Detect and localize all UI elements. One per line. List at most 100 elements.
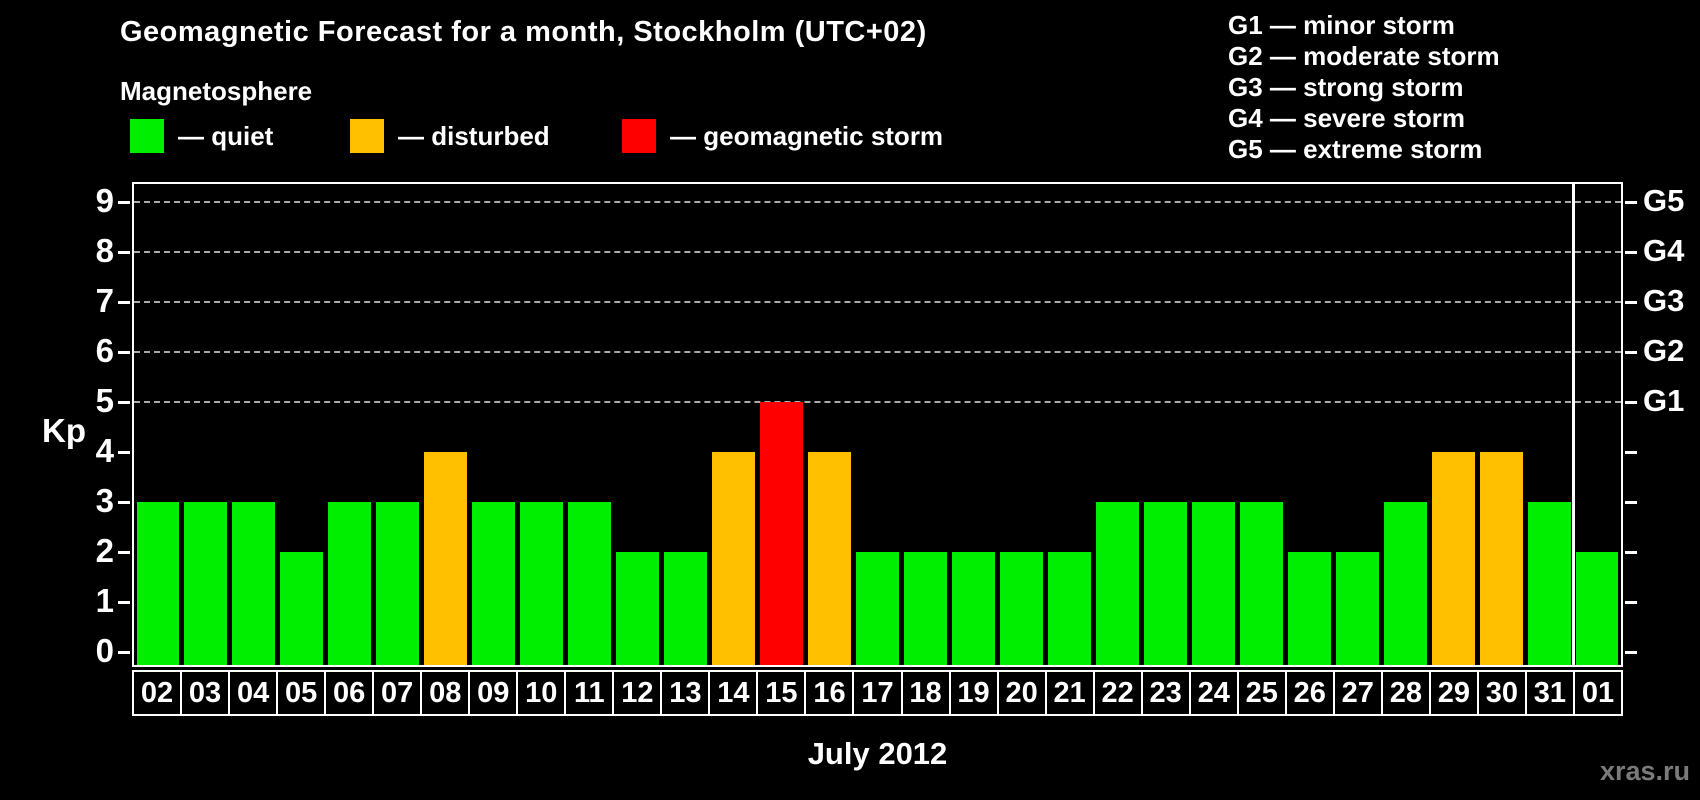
g-axis-label-g1: G1 — [1643, 383, 1685, 418]
day-label-22: 22 — [1092, 670, 1143, 716]
day-label-17: 17 — [852, 670, 903, 716]
y-tick-left-4 — [118, 450, 130, 454]
y-tick-label-1: 1 — [95, 582, 114, 619]
g-axis-label-g3: G3 — [1643, 283, 1685, 318]
day-label-30: 30 — [1476, 670, 1527, 716]
y-tick-label-6: 6 — [95, 332, 114, 369]
g-axis-label-g2: G2 — [1643, 333, 1685, 368]
bar-day-11 — [568, 502, 612, 665]
bar-day-15 — [760, 402, 804, 665]
y-tick-label-3: 3 — [95, 482, 114, 519]
bar-day-28 — [1383, 502, 1427, 665]
day-label-19: 19 — [948, 670, 999, 716]
y-tick-left-9 — [118, 200, 130, 204]
y-tick-right-6 — [1625, 350, 1637, 354]
y-tick-right-2 — [1625, 550, 1637, 554]
gridline-kp5 — [134, 401, 1621, 403]
bar-day-06 — [328, 502, 372, 665]
day-label-06: 06 — [324, 670, 375, 716]
bar-day-07 — [376, 502, 420, 665]
y-tick-label-2: 2 — [95, 532, 114, 569]
bar-day-05 — [280, 552, 324, 665]
y-tick-left-2 — [118, 550, 130, 554]
y-tick-label-8: 8 — [95, 232, 114, 269]
y-tick-right-1 — [1625, 600, 1637, 604]
plot-area: Kp 0 1 2 3 4 5 6 7 8 9 G1 G2 G3 G4 G5 — [42, 182, 1684, 669]
disturbed-color-swatch — [350, 119, 384, 153]
bar-day-18 — [903, 552, 947, 665]
y-tick-left-0 — [118, 650, 130, 654]
g-legend-line-g4: G4 — severe storm — [1228, 103, 1466, 133]
quiet-color-swatch — [130, 119, 164, 153]
bar-day-10 — [520, 502, 564, 665]
day-label-14: 14 — [708, 670, 759, 716]
bar-day-04 — [232, 502, 276, 665]
y-tick-right-9 — [1625, 200, 1637, 204]
day-label-12: 12 — [612, 670, 663, 716]
gridline-kp9 — [134, 201, 1621, 203]
bar-day-16 — [808, 452, 851, 665]
bar-day-13 — [664, 552, 708, 665]
bar-day-22 — [1095, 502, 1139, 665]
y-tick-right-7 — [1625, 300, 1637, 304]
day-label-13: 13 — [660, 670, 711, 716]
day-label-07: 07 — [372, 670, 423, 716]
day-label-09: 09 — [468, 670, 519, 716]
y-tick-right-8 — [1625, 250, 1637, 254]
day-label-25: 25 — [1236, 670, 1287, 716]
legend-item-quiet: — quiet — [130, 119, 273, 153]
day-label-28: 28 — [1380, 670, 1431, 716]
y-tick-right-3 — [1625, 500, 1637, 504]
day-label-05: 05 — [276, 670, 327, 716]
y-tick-left-1 — [118, 600, 130, 604]
bar-day-30 — [1479, 452, 1523, 665]
gridline-kp6 — [134, 351, 1621, 353]
day-label-16: 16 — [804, 670, 855, 716]
bar-day-24 — [1191, 502, 1235, 665]
chart-title: Geomagnetic Forecast for a month, Stockh… — [120, 16, 927, 48]
y-tick-right-4 — [1625, 450, 1637, 454]
g-legend-line-g3: G3 — strong storm — [1228, 72, 1464, 102]
gridline-kp8 — [134, 251, 1621, 253]
day-label-24: 24 — [1188, 670, 1239, 716]
day-label-02: 02 — [132, 670, 183, 716]
day-label-18: 18 — [900, 670, 951, 716]
g-axis-label-g4: G4 — [1643, 233, 1685, 268]
g-axis-label-g5: G5 — [1643, 183, 1685, 218]
month-label: July 2012 — [807, 736, 948, 771]
day-label-26: 26 — [1284, 670, 1335, 716]
month-separator — [1571, 184, 1575, 665]
y-tick-right-5 — [1625, 400, 1637, 404]
legend-item-storm: — geomagnetic storm — [622, 119, 943, 153]
y-tick-label-4: 4 — [95, 432, 114, 469]
bar-day-23 — [1143, 502, 1187, 665]
bar-day-12 — [616, 552, 660, 665]
bar-day-08 — [424, 452, 468, 665]
y-tick-left-6 — [118, 350, 130, 354]
gridline-kp7 — [134, 301, 1621, 303]
day-axis: 02 03 04 05 06 07 08 09 10 11 12 13 14 15 16 17 18 19 20 21… — [132, 670, 1623, 716]
y-tick-label-0: 0 — [95, 632, 114, 669]
day-label-27: 27 — [1332, 670, 1383, 716]
day-label-11: 11 — [564, 670, 615, 716]
day-label-03: 03 — [180, 670, 231, 716]
bar-day-02 — [136, 502, 180, 665]
legend-label-quiet: — quiet — [178, 120, 274, 151]
day-label-04: 04 — [228, 670, 279, 716]
bar-day-21 — [1047, 552, 1091, 665]
day-label-20: 20 — [996, 670, 1047, 716]
legend-label-storm: — geomagnetic storm — [670, 120, 944, 151]
bar-day-25 — [1239, 502, 1283, 665]
g-legend-line-g2: G2 — moderate storm — [1228, 41, 1500, 71]
bar-day-26 — [1287, 552, 1331, 665]
day-label-01: 01 — [1572, 670, 1623, 716]
day-label-31: 31 — [1524, 670, 1575, 716]
day-label-10: 10 — [516, 670, 567, 716]
g-scale-legend: G1 — minor storm G2 — moderate storm G3 … — [1228, 10, 1500, 165]
storm-color-swatch — [622, 119, 656, 153]
y-tick-left-3 — [118, 500, 130, 504]
y-tick-left-8 — [118, 250, 130, 254]
bar-day-17 — [856, 552, 899, 665]
g-legend-line-g5: G5 — extreme storm — [1228, 134, 1483, 164]
